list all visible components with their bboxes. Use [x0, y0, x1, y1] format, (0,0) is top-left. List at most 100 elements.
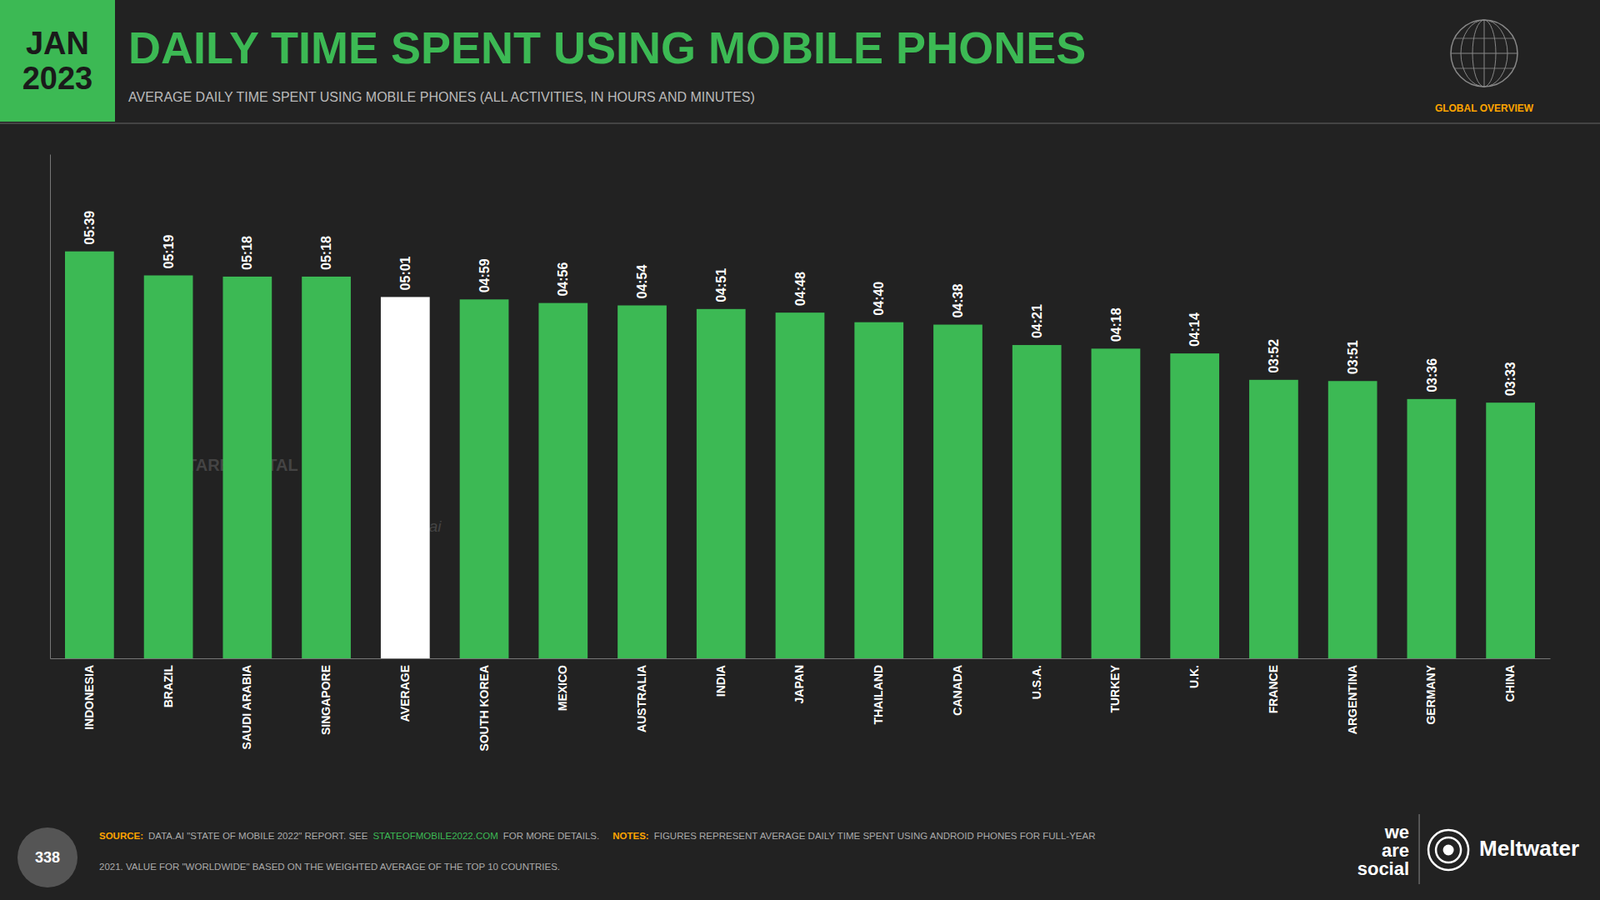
footer-text: SOURCE:	[99, 830, 144, 841]
bar	[696, 309, 746, 659]
bar	[301, 276, 351, 659]
logo-ring	[1428, 830, 1469, 870]
x-tick: SAUDI ARABIA	[240, 658, 254, 750]
title: DAILY TIME SPENT USING MOBILE PHONES	[128, 22, 1086, 73]
bar	[1091, 348, 1141, 659]
x-axis: INDONESIA BRAZIL SAUDI ARABIA SINGAPORE AVER…	[50, 658, 1551, 751]
header-divider	[0, 122, 1600, 125]
bar	[380, 296, 430, 659]
x-tick: CANADA	[950, 658, 965, 716]
globe-longitude	[1472, 20, 1496, 87]
x-tick-label: BRAZIL	[161, 665, 175, 709]
bar	[1328, 380, 1378, 659]
data-label: 04:14	[1187, 312, 1202, 347]
x-tick-label: SAUDI ARABIA	[240, 665, 254, 750]
x-tick: SINGAPORE	[319, 658, 333, 735]
x-tick-label: SINGAPORE	[319, 665, 333, 735]
bar	[538, 303, 588, 659]
x-tick-label: AVERAGE	[398, 665, 412, 722]
bar	[775, 312, 825, 659]
footer-text: DATA.AI "STATE OF MOBILE 2022" REPORT. S…	[148, 830, 369, 841]
data-label: 03:33	[1503, 361, 1518, 396]
footer-text: NOTES:	[612, 830, 649, 841]
data-label: 03:51	[1345, 340, 1360, 375]
bar	[222, 276, 272, 659]
x-tick: JAPAN	[792, 658, 806, 704]
x-tick-label: U.S.A.	[1030, 665, 1044, 700]
bar	[1012, 345, 1062, 659]
data-label: 04:59	[477, 258, 492, 293]
x-tick-label: ARGENTINA	[1345, 665, 1360, 735]
bar	[144, 275, 194, 659]
data-label: 04:21	[1030, 304, 1045, 339]
logo-icon	[1428, 830, 1469, 870]
bar	[933, 325, 983, 659]
bar	[460, 299, 510, 659]
y-axis	[50, 155, 51, 660]
x-tick: BRAZIL	[161, 658, 175, 708]
x-tick: ARGENTINA	[1345, 658, 1360, 735]
data-label: 04:38	[950, 284, 965, 319]
x-tick: THAILAND	[871, 658, 885, 725]
x-tick: AVERAGE	[398, 658, 412, 722]
subtitle: AVERAGE DAILY TIME SPENT USING MOBILE PH…	[128, 90, 755, 105]
data-label: 04:51	[714, 268, 729, 303]
background	[0, 0, 1600, 900]
data-label: 04:40	[871, 281, 886, 316]
footer-text: 2021. VALUE FOR "WORLDWIDE" BASED ON THE…	[99, 861, 560, 872]
x-tick-label: AUSTRALIA	[635, 665, 649, 733]
x-tick: FRANCE	[1266, 658, 1280, 714]
data-label: 03:36	[1424, 358, 1439, 393]
x-tick: GERMANY	[1424, 658, 1438, 725]
x-tick-label: FRANCE	[1266, 665, 1280, 714]
y-axis-line	[50, 155, 51, 660]
globe-latitude	[1454, 68, 1514, 70]
footer-text: FOR MORE DETAILS.	[503, 830, 600, 841]
logo-dot	[1443, 845, 1455, 856]
footer-text: STATEOFMOBILE2022.COM	[372, 830, 498, 841]
x-tick: INDIA	[714, 658, 728, 697]
data-label: 05:39	[82, 210, 97, 245]
bar	[65, 251, 115, 659]
logo-text: Meltwater	[1479, 835, 1580, 861]
globe-latitude	[1454, 38, 1514, 40]
logo-ring	[1435, 837, 1461, 863]
x-tick: AUSTRALIA	[635, 658, 649, 733]
data-label: 04:54	[635, 264, 650, 299]
data-label: 05:01	[398, 255, 413, 290]
date-badge	[0, 0, 115, 122]
data-label: 05:18	[240, 235, 255, 270]
data-label: 05:19	[161, 234, 176, 269]
globe-icon	[1450, 20, 1518, 87]
bar	[1249, 380, 1299, 659]
x-tick-label: SOUTH KOREA	[477, 665, 491, 751]
x-tick: U.K.	[1187, 658, 1201, 689]
x-tick-label: JAPAN	[792, 665, 806, 704]
x-tick-label: INDONESIA	[82, 665, 96, 730]
globe-longitude	[1460, 20, 1508, 87]
x-tick-label: U.K.	[1187, 665, 1201, 689]
page-number: 338	[35, 849, 60, 866]
page-badge	[17, 827, 78, 888]
data-label: 05:18	[319, 235, 334, 270]
data-label: 03:52	[1266, 339, 1281, 374]
x-tick: TURKEY	[1108, 658, 1122, 714]
bars	[65, 251, 1535, 659]
chart-root: JAN2023 DAILY TIME SPENT USING MOBILE PHO…	[0, 0, 1600, 900]
footer-text: FIGURES REPRESENT AVERAGE DAILY TIME SPE…	[654, 830, 1096, 841]
data-label: 04:56	[555, 262, 570, 297]
bar	[854, 322, 904, 659]
bar	[1407, 399, 1457, 659]
bar	[617, 305, 667, 660]
bar	[1485, 402, 1535, 659]
x-tick: CHINA	[1503, 658, 1517, 702]
x-tick: U.S.A.	[1030, 658, 1044, 700]
x-axis-line	[50, 658, 1551, 660]
globe-outline	[1450, 20, 1518, 87]
bar	[1170, 353, 1220, 659]
x-tick: INDONESIA	[82, 658, 96, 730]
date-badge-label: JAN2023	[22, 25, 94, 96]
x-tick-label: MEXICO	[555, 665, 570, 711]
data-label: 04:18	[1109, 307, 1124, 342]
x-tick: MEXICO	[555, 658, 570, 711]
